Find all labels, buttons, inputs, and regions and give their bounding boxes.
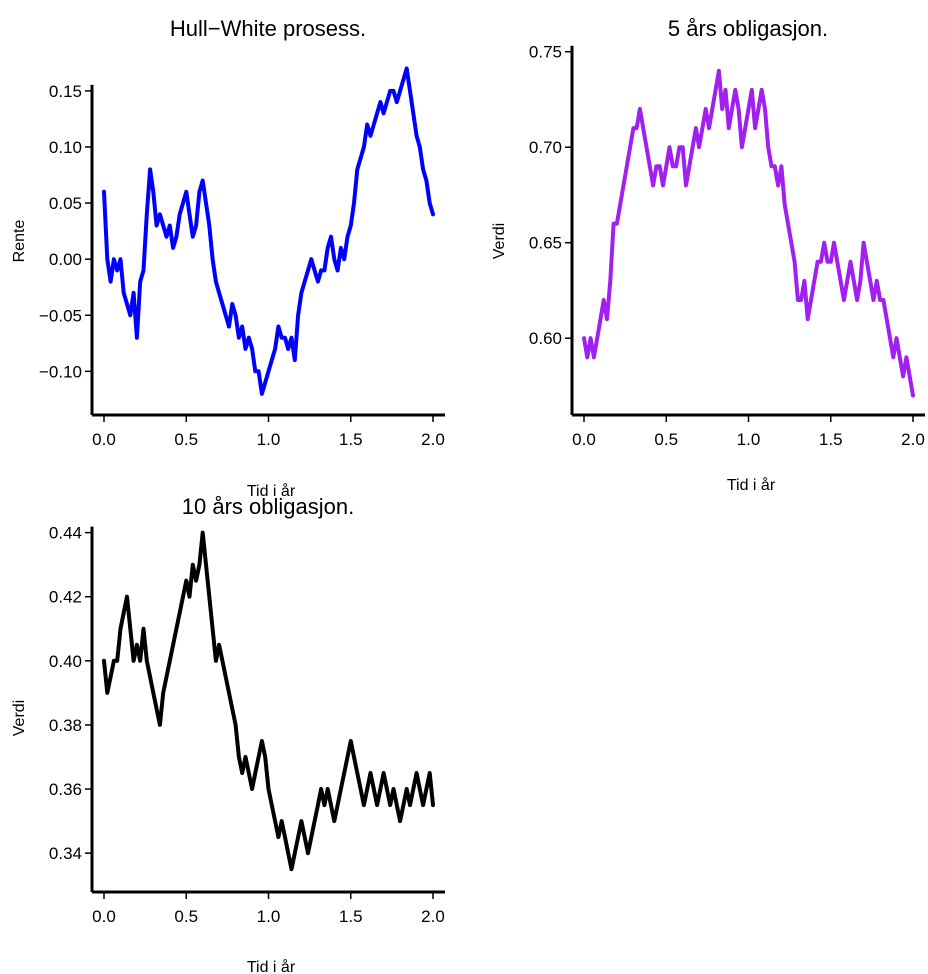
x-tick-label: 1.5 (339, 430, 363, 449)
y-axis-label: Verdi (491, 223, 508, 259)
y-tick-label: 0.05 (49, 194, 82, 213)
y-tick-label: 0.44 (49, 524, 82, 543)
series-line (102, 530, 435, 872)
y-tick-label: −0.05 (39, 306, 82, 325)
y-tick-label: 0.75 (529, 43, 562, 62)
y-tick-label: 0.70 (529, 138, 562, 157)
x-axis-label: Tid i år (247, 958, 296, 974)
chart-title: 10 års obligasjon. (182, 494, 354, 519)
x-tick-label: 0.5 (174, 907, 198, 926)
x-tick-label: 0.0 (572, 430, 596, 449)
y-tick-label: 0.60 (529, 329, 562, 348)
x-tick-label: 2.0 (901, 430, 925, 449)
x-tick-label: 1.0 (737, 430, 761, 449)
y-tick-label: 0.42 (49, 588, 82, 607)
series-line (102, 66, 435, 396)
panel-hull-white: Hull−White prosess. Rente Tid i år −0.10… (11, 16, 445, 500)
panel-10-year-bond: 10 års obligasjon. Verdi Tid i år 0.34 0.… (11, 494, 445, 974)
x-tick-label: 0.0 (92, 907, 116, 926)
x-tick-label: 1.5 (819, 430, 843, 449)
chart-title: 5 års obligasjon. (668, 16, 828, 41)
x-axis-label: Tid i år (247, 482, 296, 500)
x-tick-label: 0.5 (654, 430, 678, 449)
x-tick-label: 1.0 (257, 907, 281, 926)
x-axis-label: Tid i år (727, 476, 776, 494)
y-tick-label: 0.40 (49, 652, 82, 671)
x-tick-label: 2.0 (421, 430, 445, 449)
x-tick-label: 0.5 (174, 430, 198, 449)
x-tick-label: 0.0 (92, 430, 116, 449)
y-tick-label: 0.36 (49, 780, 82, 799)
y-axis-label: Verdi (11, 700, 28, 736)
y-axis-label: Rente (11, 220, 28, 263)
y-tick-label: 0.34 (49, 844, 82, 863)
x-tick-label: 2.0 (421, 907, 445, 926)
x-tick-label: 1.5 (339, 907, 363, 926)
panel-5-year-bond: 5 års obligasjon. Verdi Tid i år 0.60 0.6… (491, 16, 925, 494)
y-tick-label: 0.00 (49, 250, 82, 269)
series-line (582, 68, 915, 398)
y-tick-label: 0.38 (49, 716, 82, 735)
y-tick-label: 0.65 (529, 234, 562, 253)
y-tick-label: −0.10 (39, 362, 82, 381)
y-tick-label: 0.10 (49, 138, 82, 157)
x-tick-label: 1.0 (257, 430, 281, 449)
chart-title: Hull−White prosess. (170, 16, 366, 41)
y-tick-label: 0.15 (49, 82, 82, 101)
